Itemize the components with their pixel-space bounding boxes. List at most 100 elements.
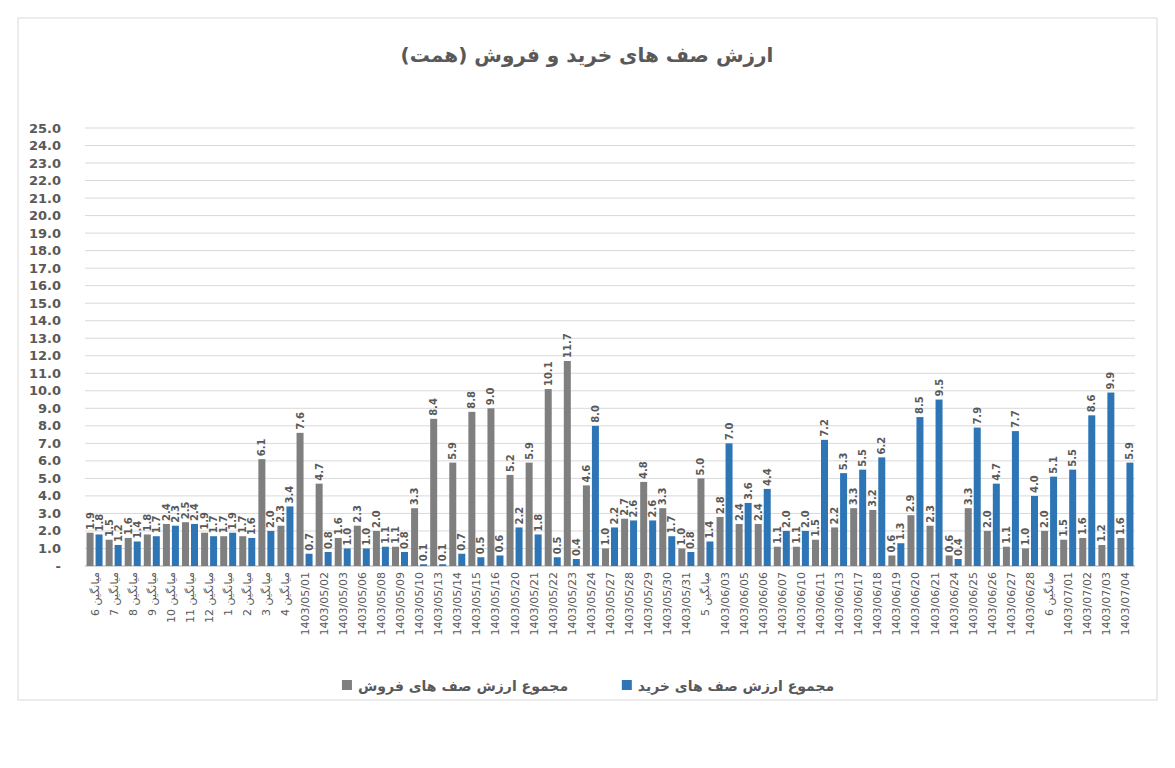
bar	[344, 548, 351, 566]
bar	[335, 538, 342, 566]
data-label: 4.4	[762, 468, 773, 486]
bar	[87, 533, 94, 566]
data-label: 1.7	[151, 515, 162, 533]
bar	[659, 508, 666, 566]
data-label: 2.3	[352, 505, 363, 523]
data-label: 3.3	[848, 487, 859, 505]
bar	[1003, 547, 1010, 566]
data-label: 4.0	[1029, 475, 1040, 493]
y-tick-label: 25.0	[29, 121, 61, 136]
x-tick-label: میانگین 8	[127, 572, 140, 616]
bar	[1126, 463, 1133, 566]
bar	[726, 443, 733, 566]
data-label: 2.0	[982, 510, 993, 528]
x-tick-label: 1403/06/19	[890, 572, 903, 635]
bar	[802, 531, 809, 566]
x-tick-label: 1403/05/14	[451, 572, 464, 635]
data-label: 7.0	[724, 423, 735, 441]
data-label: 5.5	[1067, 449, 1078, 467]
x-tick-label: 1403/05/28	[623, 572, 636, 635]
legend-swatch	[622, 680, 632, 690]
data-label: 2.0	[800, 510, 811, 528]
grid-line	[85, 198, 1135, 199]
grid-line	[85, 268, 1135, 269]
x-tick-label: 1403/07/03	[1100, 572, 1113, 635]
bar	[745, 503, 752, 566]
grid-line	[85, 233, 1135, 234]
data-label: 1.8	[533, 514, 544, 532]
data-label: 2.4	[753, 503, 764, 521]
data-label: 10.1	[543, 361, 554, 386]
bar	[439, 564, 446, 566]
data-label: 0.7	[456, 533, 467, 551]
data-label: 1.0	[600, 528, 611, 546]
x-tick-label: 1403/05/27	[604, 572, 617, 635]
x-tick-label: 1403/05/24	[585, 572, 598, 635]
bar	[363, 548, 370, 566]
data-label: 1.6	[1115, 517, 1126, 535]
x-tick-label: 1403/07/01	[1062, 572, 1075, 635]
bar	[869, 510, 876, 566]
data-label: 1.5	[1058, 519, 1069, 537]
title: ارزش صف های خرید و فروش (همت)	[401, 43, 774, 67]
x-tick-label: میانگین 5	[699, 572, 712, 616]
grid-line	[85, 373, 1135, 374]
bar	[392, 547, 399, 566]
chart: ارزش صف های خرید و فروش (همت)-1.02.03.04…	[0, 0, 1175, 768]
bar	[286, 506, 293, 566]
data-label: 0.7	[304, 533, 315, 551]
bar	[163, 524, 170, 566]
bar	[316, 484, 323, 566]
legend-label: مجموع ارزش صف های فروش	[358, 678, 568, 695]
data-label: 3.2	[867, 489, 878, 507]
bar	[592, 426, 599, 566]
data-label: 0.4	[953, 538, 964, 556]
bar	[1031, 496, 1038, 566]
bar	[1117, 538, 1124, 566]
bar	[153, 536, 160, 566]
data-label: 2.0	[371, 510, 382, 528]
bar	[535, 534, 542, 566]
data-label: 1.1	[1001, 526, 1012, 544]
bar	[306, 554, 313, 566]
x-tick-label: میانگین 9	[146, 572, 159, 616]
data-label: 6.2	[876, 437, 887, 455]
bar	[210, 536, 217, 566]
legend-swatch	[342, 680, 352, 690]
bar	[736, 524, 743, 566]
x-tick-label: 1403/06/10	[795, 572, 808, 635]
bar	[821, 440, 828, 566]
bar	[1012, 431, 1019, 566]
y-tick-label: 11.0	[29, 366, 61, 381]
bar	[1041, 531, 1048, 566]
bar	[1079, 538, 1086, 566]
data-label: 7.2	[819, 419, 830, 437]
data-label: 4.7	[991, 463, 1002, 481]
data-label: 4.6	[581, 465, 592, 483]
data-label: 7.9	[972, 407, 983, 425]
bar	[649, 520, 656, 566]
x-tick-label: 1403/06/25	[967, 572, 980, 635]
data-label: 1.0	[342, 528, 353, 546]
x-tick-label: میانگین 7	[108, 572, 121, 616]
x-tick-label: 1403/07/02	[1081, 572, 1094, 635]
x-tick-label: 1403/05/06	[356, 572, 369, 635]
data-label: 0.1	[437, 543, 448, 561]
bar	[1050, 477, 1057, 566]
y-tick-label: 17.0	[29, 261, 61, 276]
bar	[993, 484, 1000, 566]
bar	[1088, 415, 1095, 566]
y-tick-label: 5.0	[38, 471, 61, 486]
legend: مجموع ارزش صف های فروشمجموع ارزش صف های …	[342, 678, 834, 695]
x-tick-label: 1403/06/27	[1005, 572, 1018, 635]
y-tick-label: 9.0	[38, 401, 61, 416]
bar	[449, 463, 456, 566]
data-label: 8.6	[1086, 395, 1097, 413]
x-tick-label: 1403/06/05	[738, 572, 751, 635]
x-tick-label: 1403/06/18	[871, 572, 884, 635]
bar	[831, 527, 838, 566]
bar	[1060, 540, 1067, 566]
x-tick-label: میانگین 10	[165, 572, 178, 623]
bar	[325, 552, 332, 566]
bar	[1098, 545, 1105, 566]
